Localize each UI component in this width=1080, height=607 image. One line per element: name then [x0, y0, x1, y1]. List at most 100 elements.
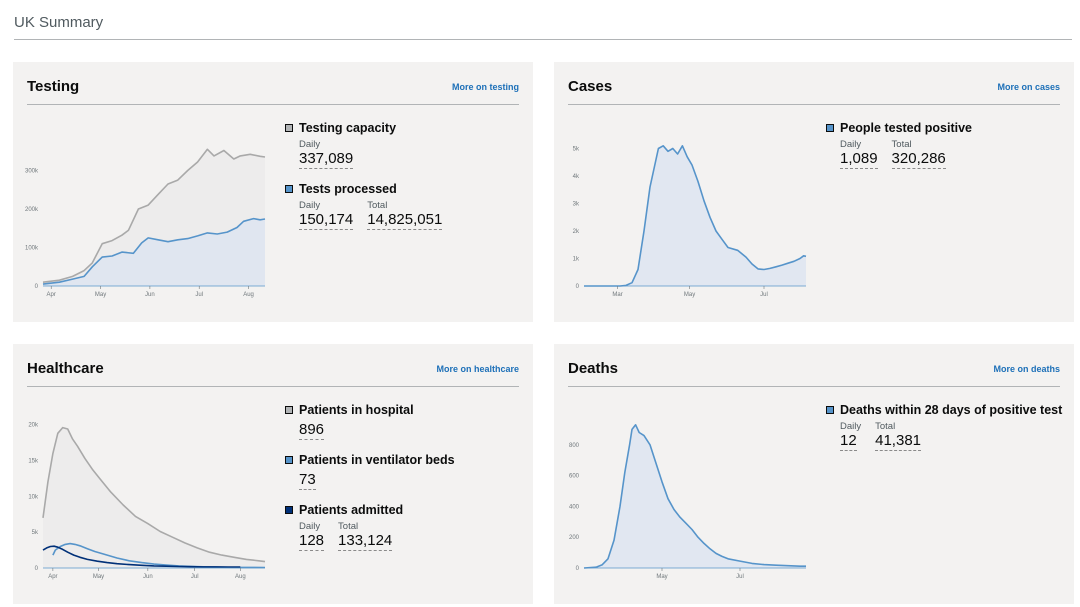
deaths-total-value[interactable]: 41,381: [875, 432, 922, 451]
cases-card: Cases More on cases 0 1k 2k 3k 4k 5k Mar May Jul…: [554, 62, 1074, 322]
daily-label: Daily: [299, 521, 321, 532]
series-line-0: [42, 426, 266, 563]
x-tick-label: Aug: [235, 574, 246, 580]
blue-swatch-icon: [826, 406, 834, 414]
y-tick-label: 15k: [28, 459, 39, 465]
series-line-2: [42, 545, 241, 568]
y-tick-label: 400: [569, 504, 580, 510]
series-area-0: [43, 427, 265, 568]
people-tested-positive-metric: People tested positive Daily 1,089 Total 3…: [824, 120, 1064, 169]
y-tick-label: 0: [576, 566, 580, 572]
metric-label: Deaths within 28 days of positive test: [840, 403, 1063, 417]
deaths-card-header: Deaths More on deaths: [568, 358, 1060, 387]
testing-capacity-daily-value[interactable]: 337,089: [299, 150, 354, 169]
y-tick-label: 4k: [573, 174, 580, 180]
cases-total-value[interactable]: 320,286: [891, 150, 946, 169]
more-on-testing-link[interactable]: More on testing: [452, 82, 519, 92]
deaths-card: Deaths More on deaths 0 200 400 600 800 May Ju…: [554, 344, 1074, 604]
admitted-daily-value[interactable]: 128: [299, 532, 325, 551]
x-tick-label: Mar: [612, 292, 622, 298]
admitted-total-value[interactable]: 133,124: [338, 532, 393, 551]
total-label: Total: [891, 139, 912, 150]
more-on-healthcare-link[interactable]: More on healthcare: [436, 364, 519, 374]
y-tick-label: 200k: [25, 207, 39, 213]
series-area-0: [584, 424, 806, 568]
cases-daily-value[interactable]: 1,089: [840, 150, 878, 169]
testing-capacity-metric: Testing capacity Daily 337,089: [283, 120, 523, 169]
series-area-0: [584, 145, 806, 286]
daily-label: Daily: [840, 421, 862, 432]
testing-card: Testing More on testing 0 100k 200k 300k Apr…: [13, 62, 533, 322]
metric-label: Testing capacity: [299, 121, 397, 135]
grey-swatch-icon: [285, 406, 293, 414]
y-tick-label: 2k: [573, 229, 580, 235]
healthcare-card-title: Healthcare: [27, 360, 104, 377]
navy-swatch-icon: [285, 506, 293, 514]
y-tick-label: 100k: [25, 246, 39, 252]
x-tick-label: Jul: [736, 574, 744, 580]
deaths-chart: 0 200 400 600 800 May Jul: [569, 423, 806, 580]
x-tick-label: Jun: [143, 574, 153, 580]
deaths-metric: Deaths within 28 days of positive test D…: [824, 402, 1064, 451]
patients-admitted-metric: Patients admitted Daily 128 Total 133,124: [283, 502, 523, 551]
x-tick-label: Jul: [191, 574, 199, 580]
ventilator-beds-value[interactable]: 73: [299, 471, 316, 490]
cases-chart: 0 1k 2k 3k 4k 5k Mar May Jul: [573, 144, 807, 298]
x-tick-label: Jul: [195, 292, 203, 298]
tests-processed-total-value[interactable]: 14,825,051: [367, 211, 443, 230]
metric-label: Tests processed: [299, 182, 397, 196]
y-tick-label: 800: [569, 443, 580, 449]
y-tick-label: 1k: [573, 257, 580, 263]
y-tick-label: 10k: [28, 494, 39, 500]
y-tick-label: 5k: [32, 530, 39, 536]
total-label: Total: [875, 421, 896, 432]
y-tick-label: 0: [35, 566, 39, 572]
deaths-card-title: Deaths: [568, 360, 619, 377]
x-tick-label: May: [93, 574, 104, 580]
y-tick-label: 0: [35, 284, 39, 290]
daily-label: Daily: [299, 139, 321, 150]
x-tick-label: May: [684, 292, 695, 298]
healthcare-card-header: Healthcare More on healthcare: [27, 358, 519, 387]
tests-processed-metric: Tests processed Daily 150,174 Total 14,825…: [283, 181, 523, 230]
patients-in-ventilator-beds-metric: Patients in ventilator beds 73: [283, 452, 523, 490]
daily-label: Daily: [299, 200, 321, 211]
blue-swatch-icon: [285, 456, 293, 464]
y-tick-label: 600: [569, 474, 580, 480]
series-line-0: [583, 423, 806, 569]
x-tick-label: Aug: [243, 292, 254, 298]
series-line-0: [584, 144, 807, 287]
patients-in-hospital-metric: Patients in hospital 896: [283, 402, 523, 440]
x-tick-label: Jun: [145, 292, 155, 298]
total-label: Total: [367, 200, 388, 211]
x-tick-label: Apr: [48, 574, 57, 580]
blue-swatch-icon: [285, 185, 293, 193]
y-tick-label: 0: [576, 284, 580, 290]
metric-label: Patients admitted: [299, 503, 404, 517]
healthcare-card: Healthcare More on healthcare 0 5k 10k 15k 2…: [13, 344, 533, 604]
deaths-daily-value[interactable]: 12: [840, 432, 857, 451]
metric-label: Patients in hospital: [299, 403, 414, 417]
page-title: UK Summary: [14, 14, 104, 31]
metric-label: Patients in ventilator beds: [299, 453, 455, 467]
x-tick-label: May: [656, 574, 667, 580]
y-tick-label: 300k: [25, 169, 39, 175]
more-on-deaths-link[interactable]: More on deaths: [993, 364, 1060, 374]
x-tick-label: May: [95, 292, 106, 298]
testing-card-header: Testing More on testing: [27, 76, 519, 105]
daily-label: Daily: [840, 139, 862, 150]
cases-card-header: Cases More on cases: [568, 76, 1060, 105]
healthcare-chart: 0 5k 10k 15k 20k Apr May Jun Jul Aug: [28, 423, 266, 580]
y-tick-label: 200: [569, 535, 580, 541]
series-area-1: [43, 218, 265, 286]
y-tick-label: 20k: [28, 423, 39, 429]
blue-swatch-icon: [826, 124, 834, 132]
y-tick-label: 3k: [573, 202, 580, 208]
tests-processed-daily-value[interactable]: 150,174: [299, 211, 354, 230]
testing-chart: 0 100k 200k 300k Apr May Jun Jul Aug: [25, 148, 266, 298]
y-tick-label: 5k: [573, 147, 580, 153]
total-label: Total: [338, 521, 359, 532]
series-line-1: [42, 217, 266, 285]
more-on-cases-link[interactable]: More on cases: [997, 82, 1060, 92]
patients-in-hospital-value[interactable]: 896: [299, 421, 325, 440]
